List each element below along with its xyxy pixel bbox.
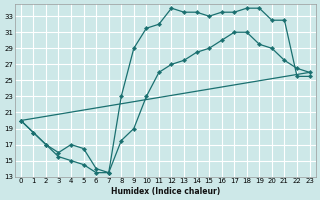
X-axis label: Humidex (Indice chaleur): Humidex (Indice chaleur): [111, 187, 220, 196]
